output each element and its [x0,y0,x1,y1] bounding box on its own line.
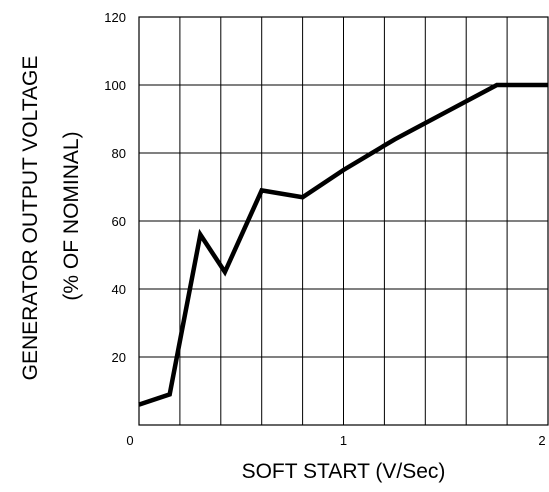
x-tick-label: 1 [340,433,347,448]
y-tick-label: 20 [112,350,126,365]
y-tick-label: 60 [112,214,126,229]
y-tick-label: 40 [112,282,126,297]
x-tick-label: 0 [126,433,133,448]
y-axis-title-line2: (% OF NOMINAL) [60,131,83,300]
y-tick-label: 100 [104,78,126,93]
data-layer [138,82,548,407]
y-axis-title-line1: GENERATOR OUTPUT VOLTAGE [19,56,42,381]
x-axis-title: SOFT START (V/Sec) [242,460,446,483]
x-tick-label: 2 [538,433,545,448]
series-line [138,82,548,407]
y-tick-label: 120 [104,10,126,25]
y-tick-label: 80 [112,146,126,161]
plot-frame [138,16,549,426]
tick-labels: 20 40 60 80 100 120 0 1 2 [104,10,545,448]
grid [139,17,548,425]
